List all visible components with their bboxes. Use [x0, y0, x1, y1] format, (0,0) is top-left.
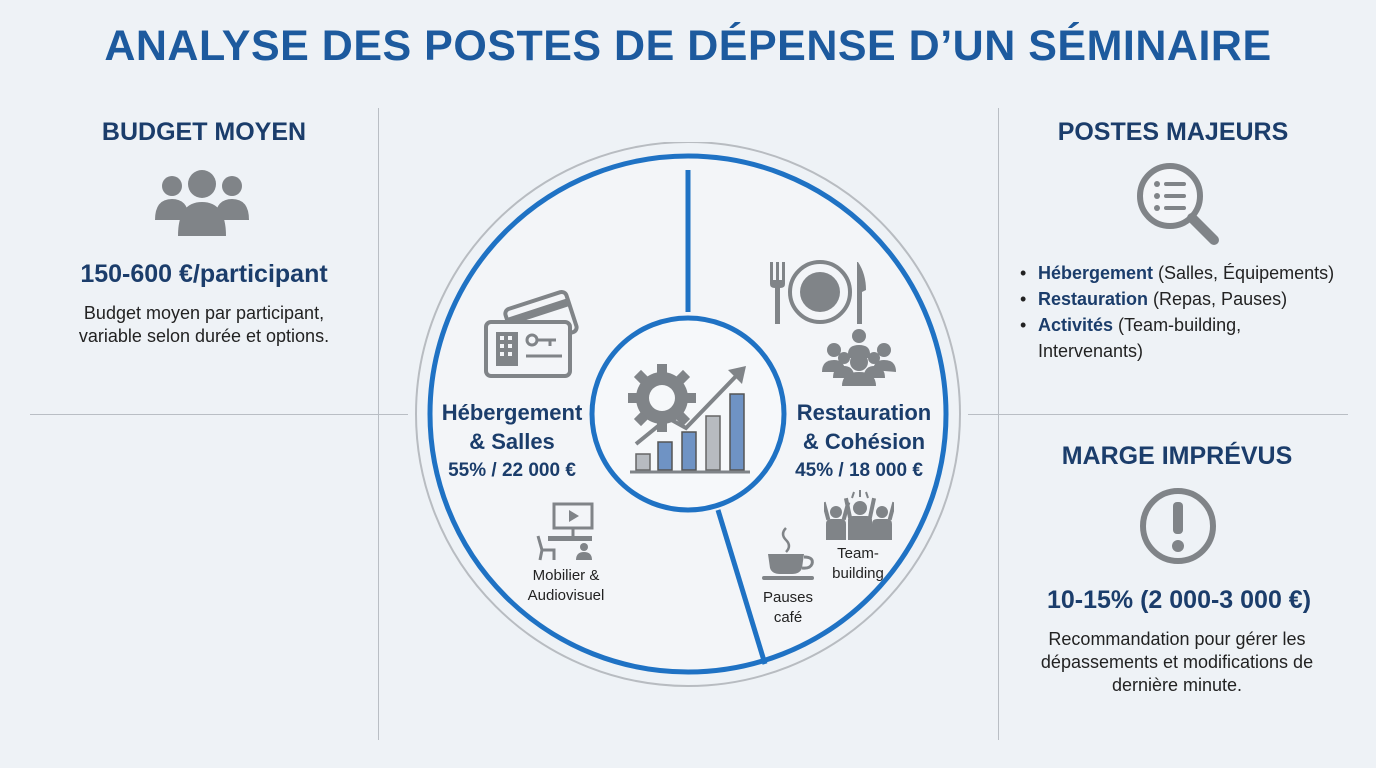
divider-horizontal-right	[968, 414, 1348, 415]
people-group-icon	[155, 170, 249, 236]
list-item: Hébergement (Salles, Équipements)	[1018, 260, 1358, 286]
list-item: Activités (Team-building,	[1018, 312, 1358, 338]
team-cheer-icon	[824, 490, 894, 540]
coffee-break-label: Pauses café	[762, 589, 814, 626]
people-group-icon	[822, 329, 896, 386]
exclamation-circle-icon	[1140, 488, 1216, 564]
contingency-heading: MARGE IMPRÉVUS	[1061, 442, 1293, 470]
cutlery-plate-icon	[770, 260, 866, 324]
contingency-value: 10-15% (2 000-3 000 €)	[1046, 586, 1312, 614]
gear-chart-growth-icon	[628, 364, 750, 474]
list-item: Restauration (Repas, Pauses)	[1018, 286, 1358, 312]
divider-horizontal-left	[30, 414, 408, 415]
budget-value: 150-600 €/participant	[80, 260, 328, 288]
page-title: ANALYSE DES POSTES DE DÉPENSE D’UN SÉMIN…	[104, 22, 1272, 70]
segment-catering-title: Restauration & Cohésion	[796, 400, 932, 454]
segment-accommodation-value: 55% / 22 000 €	[448, 460, 576, 481]
segment-accommodation-title: Hébergement & Salles	[441, 400, 583, 454]
divider-right	[998, 108, 999, 740]
furniture-av-label: Mobilier & Audiovisuel	[527, 567, 605, 604]
hotel-card-icon	[484, 289, 579, 378]
magnifier-list-icon	[1137, 163, 1219, 245]
major-items-heading: POSTES MAJEURS	[1057, 118, 1289, 146]
contingency-description: Recommandation pour gérer les dépassemen…	[1040, 629, 1314, 695]
list-item-continuation: Intervenants)	[1038, 341, 1144, 361]
segment-catering-value: 45% / 18 000 €	[795, 460, 923, 481]
budget-description: Budget moyen par participant, variable s…	[78, 303, 330, 346]
coffee-cup-icon	[762, 527, 814, 580]
major-items-list: Hébergement (Salles, Équipements) Restau…	[1018, 260, 1358, 364]
divider-left	[378, 108, 379, 740]
team-building-label: Team- building	[832, 545, 884, 582]
furniture-screen-icon	[536, 502, 594, 561]
budget-heading: BUDGET MOYEN	[101, 118, 307, 146]
